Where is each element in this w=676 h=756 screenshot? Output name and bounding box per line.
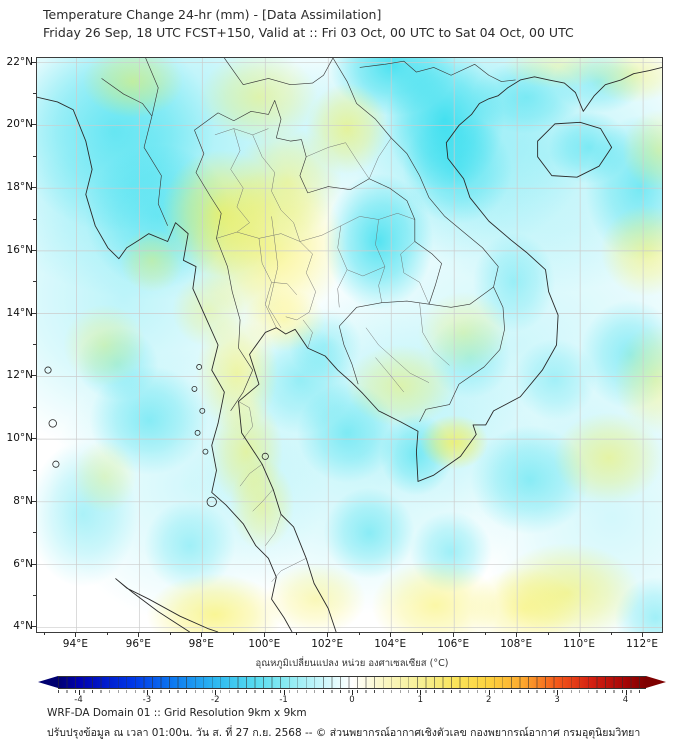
y-axis-tick-label: 8°N: [13, 494, 33, 507]
anomaly-blob: [417, 291, 510, 374]
y-axis-tick-label: 18°N: [6, 181, 33, 194]
anomaly-blob: [323, 487, 415, 579]
sumatra-coast: [116, 579, 218, 632]
colorbar-tick: [420, 690, 422, 695]
anomaly-blob: [614, 324, 662, 435]
colorbar-gradient: [58, 676, 646, 689]
y-axis-tick-label: 4°N: [13, 620, 33, 633]
figure-title: Temperature Change 24-hr (mm) - [Data As…: [43, 7, 382, 22]
x-axis-tick-label: 96°E: [125, 638, 151, 650]
colorbar-left-arrow: [38, 676, 58, 688]
anomaly-blob: [513, 338, 596, 421]
colorbar-label: อุณหภูมิเปลี่ยนแปลง หน่วย องศาเซลเซียส (…: [255, 658, 449, 669]
colorbar-tick-label: -1: [279, 695, 288, 705]
anomaly-blob: [199, 58, 319, 143]
colorbar-tick: [352, 690, 353, 695]
anomaly-blob: [230, 459, 295, 551]
coastline-west: [37, 97, 292, 632]
anomaly-blob: [265, 562, 366, 632]
colorbar-right-arrow: [646, 676, 666, 688]
y-axis-tick-label: 16°N: [6, 243, 33, 256]
anomaly-blob: [232, 127, 343, 237]
hainan-island: [538, 122, 612, 177]
anomaly-blob: [63, 304, 146, 386]
anomaly-blob: [82, 58, 184, 118]
x-axis-tick-label: 100°E: [248, 638, 281, 650]
colorbar-tick: [625, 690, 627, 695]
anomaly-blob: [622, 109, 662, 192]
anomaly-blob: [323, 173, 434, 310]
y-axis-tick-label: 10°N: [6, 432, 33, 445]
small-islands: [45, 364, 269, 506]
map-area: [36, 57, 663, 633]
anomaly-blob: [172, 274, 246, 347]
y-axis-tick-label: 22°N: [6, 55, 33, 68]
anomaly-blob: [503, 58, 613, 89]
anomaly-blob: [371, 559, 500, 632]
figure-subtitle: Friday 26 Sep, 18 UTC FCST+150, Valid at…: [43, 25, 574, 40]
colorbar-tick-label: -3: [142, 695, 152, 705]
colorbar-cell-dividers: [58, 677, 646, 688]
country-border-vietnam: [333, 58, 505, 422]
anomaly-blob: [144, 500, 236, 592]
colorbar-tick: [78, 690, 80, 695]
country-border-mekong: [194, 100, 441, 384]
anomaly-blob: [243, 288, 326, 352]
colorbar-tick: [215, 690, 217, 695]
y-axis-tick-label: 12°N: [6, 369, 33, 382]
x-axis-tick-label: 112°E: [626, 638, 659, 650]
geography-layer: [37, 58, 662, 632]
colorbar-tick-label: 1: [417, 695, 424, 705]
anomaly-blob: [553, 412, 662, 504]
anomaly-blob: [345, 344, 456, 427]
grid-layer: [37, 58, 662, 632]
colorbar-tick-label: -2: [211, 695, 220, 705]
y-axis-tick-label: 6°N: [13, 557, 33, 570]
colorbar-tick: [283, 690, 285, 695]
x-axis-tick-label: 98°E: [188, 638, 214, 650]
anomaly-blob: [119, 228, 184, 293]
colorbar-tick: [488, 690, 490, 695]
anomaly-blob: [468, 567, 579, 632]
anomaly-field-layer: [37, 58, 662, 632]
y-axis-tick-label: 14°N: [6, 306, 33, 319]
footer-domain-info: WRF-DA Domain 01 :: Grid Resolution 9km …: [47, 707, 307, 719]
colorbar-tick-label: -4: [74, 695, 83, 705]
colorbar-tick-label: 4: [622, 695, 629, 705]
province-boundaries: [215, 129, 450, 582]
anomaly-blob: [146, 573, 284, 632]
x-axis-tick-label: 102°E: [311, 638, 344, 650]
country-border-china: [224, 58, 515, 85]
x-axis-tick-label: 106°E: [437, 638, 470, 650]
x-axis-tick-label: 94°E: [62, 638, 89, 650]
colorbar-tick-label: 3: [554, 695, 560, 705]
colorbar-tick-label: 0: [349, 695, 355, 705]
y-axis-tick-label: 20°N: [6, 118, 33, 131]
anomaly-blob: [402, 114, 513, 224]
map-canvas: [37, 58, 662, 632]
colorbar-tick: [557, 690, 559, 695]
footer-update-info: ปรับปรุงข้อมูล ณ เวลา 01:00น. วัน ส. ที่…: [47, 727, 641, 739]
country-border-thailand-west: [194, 130, 252, 411]
colorbar-tick-label: 2: [485, 695, 492, 705]
x-axis-tick-label: 108°E: [500, 638, 533, 650]
x-axis-tick-label: 104°E: [374, 638, 407, 650]
colorbar-tick: [146, 690, 148, 695]
coastline-east: [239, 67, 662, 632]
x-axis-tick-label: 110°E: [563, 638, 596, 650]
country-border-myanmar-internal: [102, 58, 494, 307]
anomaly-blob: [72, 440, 137, 514]
